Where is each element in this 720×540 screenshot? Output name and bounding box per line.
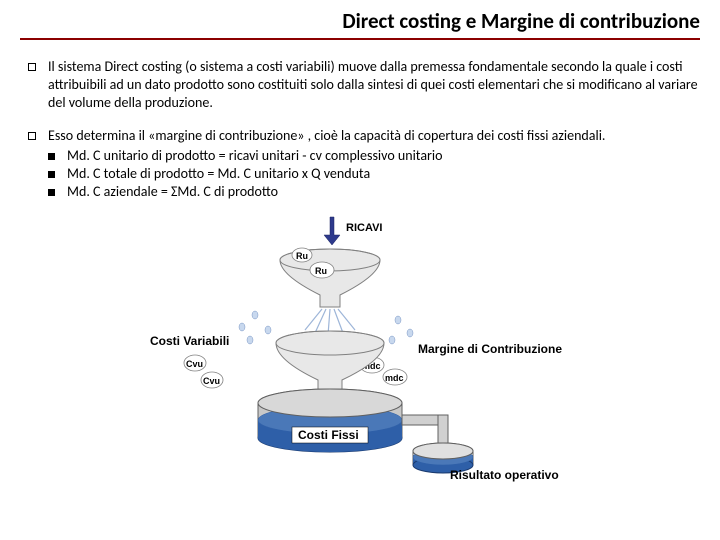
- costi-fissi-label: Costi Fissi: [298, 428, 359, 442]
- filled-square-icon: [48, 153, 55, 160]
- sub-list: Md. C unitario di prodotto = ricavi unit…: [48, 147, 700, 202]
- costi-variabili-label: Costi Variabili: [150, 334, 229, 348]
- sub-item-1: Md. C unitario di prodotto = ricavi unit…: [48, 147, 700, 165]
- bullet-2-text: Esso determina il «margine di contribuzi…: [48, 127, 605, 144]
- sub-item-2: Md. C totale di prodotto = Md. C unitari…: [48, 165, 700, 183]
- square-bullet-icon: [28, 132, 36, 140]
- mdc-label-2: mdc: [385, 373, 404, 383]
- risultato-label: Risultato operativo: [450, 468, 559, 482]
- filled-square-icon: [48, 189, 55, 196]
- sub-item-3: Md. C aziendale = ΣMd. C di prodotto: [48, 183, 700, 201]
- square-bullet-icon: [28, 63, 36, 71]
- main-content-list: Il sistema Direct costing (o sistema a c…: [20, 58, 700, 201]
- bullet-2: Esso determina il «margine di contribuzi…: [28, 127, 700, 202]
- cvu-label-2: Cvu: [203, 376, 220, 386]
- cvu-label: Cvu: [186, 359, 203, 369]
- bullet-1: Il sistema Direct costing (o sistema a c…: [28, 58, 700, 113]
- sub-item-2-text: Md. C totale di prodotto = Md. C unitari…: [67, 165, 370, 183]
- ricavi-label: RICAVI: [346, 222, 382, 234]
- bullet-1-text: Il sistema Direct costing (o sistema a c…: [48, 58, 700, 113]
- ru-label: Ru: [296, 251, 308, 261]
- sub-item-3-text: Md. C aziendale = ΣMd. C di prodotto: [67, 183, 278, 201]
- filled-square-icon: [48, 171, 55, 178]
- page-title: Direct costing e Margine di contribuzion…: [20, 8, 700, 40]
- margine-label: Margine di Contribuzione: [418, 342, 562, 356]
- ru-label-2: Ru: [315, 266, 327, 276]
- sub-item-1-text: Md. C unitario di prodotto = ricavi unit…: [67, 147, 443, 165]
- bullet-2-content: Esso determina il «margine di contribuzi…: [48, 127, 700, 202]
- funnel-diagram: RICAVI Ru Ru Costi Variabili Cvu Cvu Mar…: [150, 215, 570, 490]
